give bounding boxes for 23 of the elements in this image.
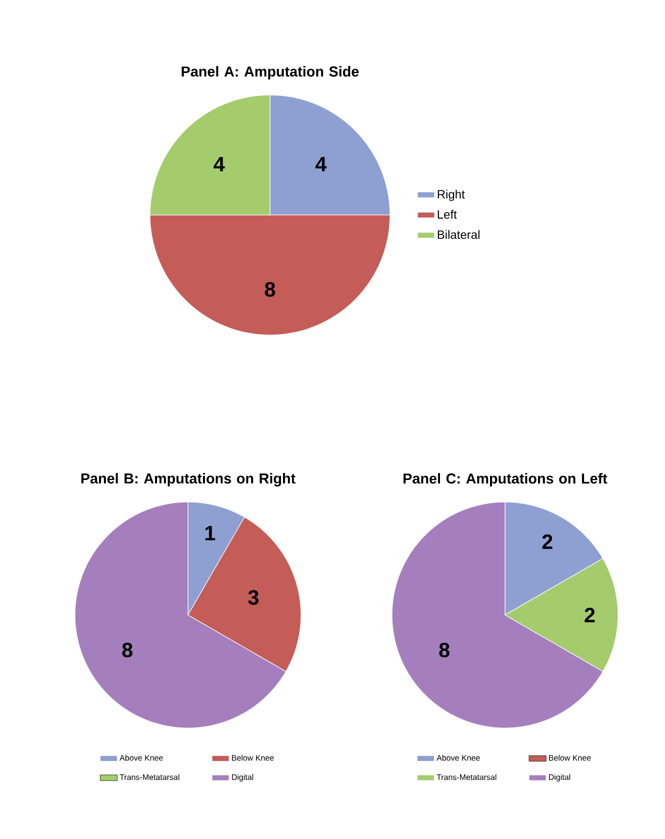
data-label: 8 bbox=[439, 642, 450, 658]
legend-label: Below Knee bbox=[232, 754, 274, 761]
data-label: 1 bbox=[205, 526, 216, 540]
legend-label: Above Knee bbox=[120, 754, 163, 761]
data-label: 4 bbox=[214, 156, 225, 172]
data-label: 3 bbox=[248, 590, 259, 605]
data-label: 8 bbox=[122, 642, 132, 658]
legend-label: Trans-Metatarsal bbox=[436, 774, 496, 780]
chart-title: Panel A: Amputation Side bbox=[182, 66, 359, 80]
chart-title: Panel B: Amputations on Right bbox=[81, 472, 296, 486]
legend-label: Right bbox=[438, 190, 465, 201]
data-label: 4 bbox=[315, 156, 327, 172]
legend-label: Below Knee bbox=[549, 754, 591, 761]
data-label: 2 bbox=[542, 534, 552, 549]
data-label: 8 bbox=[264, 282, 276, 297]
legend-label: Left bbox=[438, 210, 457, 219]
legend-label: Above Knee bbox=[436, 754, 480, 761]
data-label: 2 bbox=[584, 608, 595, 622]
chart-title: Panel C: Amputations on Left bbox=[404, 473, 608, 486]
legend-label: Digital bbox=[549, 774, 570, 782]
legend-label: Bilateral bbox=[438, 230, 480, 239]
legend-label: Trans-Metatarsal bbox=[120, 774, 180, 780]
legend-label: Digital bbox=[232, 774, 254, 782]
